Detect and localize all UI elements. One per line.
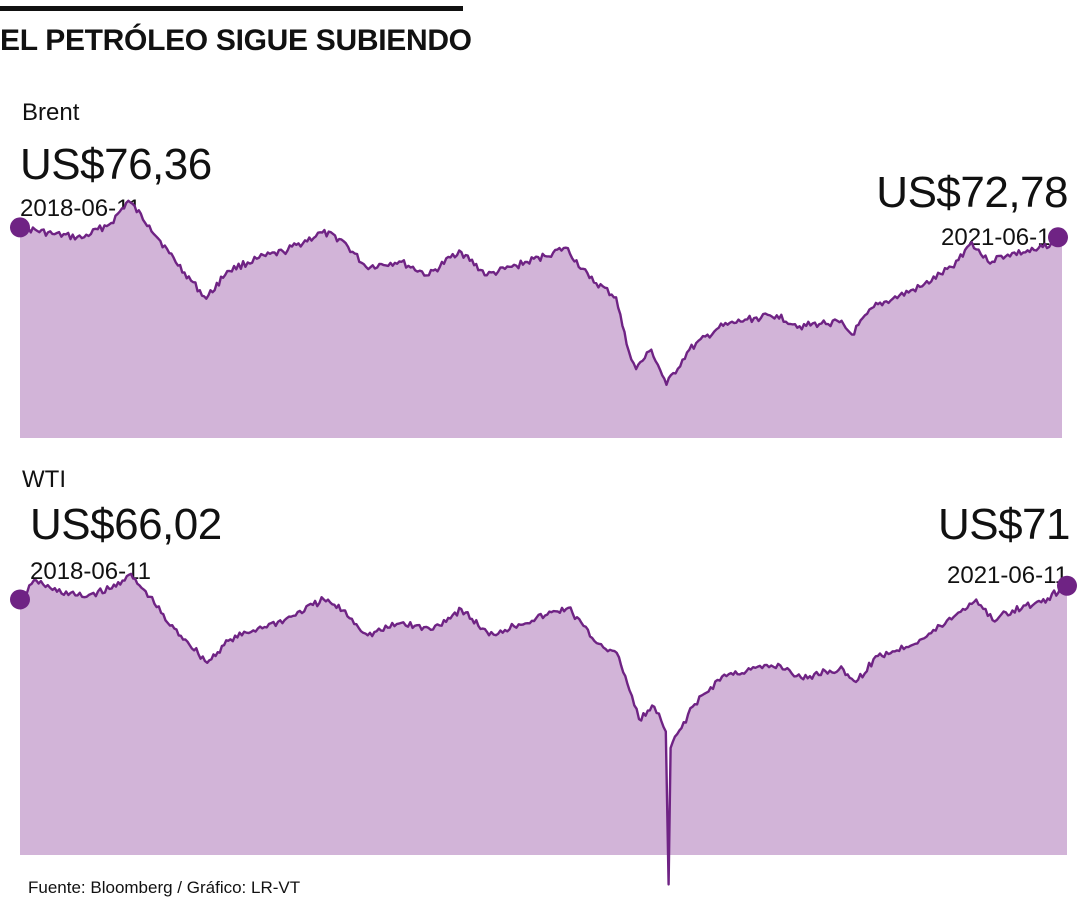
- source-note: Fuente: Bloomberg / Gráfico: LR-VT: [28, 878, 301, 897]
- title-rule: [0, 6, 463, 11]
- area-fill-wti: [20, 573, 1067, 855]
- area-fill-brent: [20, 200, 1062, 438]
- chart-panel-brent: [10, 199, 1068, 438]
- chart-panel-wti: [10, 572, 1077, 886]
- brent-series-name: Brent: [22, 99, 80, 126]
- brent-end-price: US$72,78: [876, 168, 1068, 217]
- price-line-wti: [18, 572, 1068, 886]
- brent-start-price: US$76,36: [20, 140, 212, 189]
- brent-end-point: [1048, 227, 1068, 248]
- wti-end-date: 2021-06-11: [947, 562, 1068, 589]
- wti-end-point: [1057, 575, 1077, 596]
- wti-series-name: WTI: [22, 466, 66, 493]
- price-line-brent: [19, 199, 1063, 386]
- wti-end-price: US$71: [937, 500, 1071, 549]
- chart-title: EL PETRÓLEO SIGUE SUBIENDO: [0, 24, 472, 57]
- wti-start-point: [10, 589, 30, 610]
- wti-start-price: US$66,02: [30, 500, 222, 549]
- brent-start-point: [10, 217, 30, 238]
